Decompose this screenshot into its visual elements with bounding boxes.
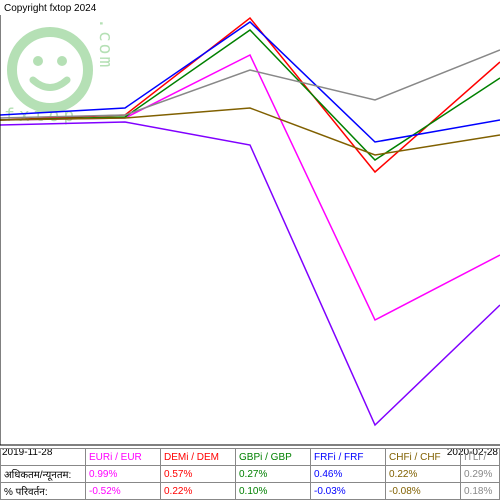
summary-table: EURi / EURDEMi / DEMGBPi / GBPFRFi / FRF… xyxy=(0,448,500,500)
series-gbp xyxy=(0,30,500,160)
row-label: % परिवर्तन: xyxy=(1,483,86,500)
col-header: GBPi / GBP xyxy=(236,449,311,466)
col-max: 0.99% xyxy=(86,466,161,483)
col-change: -0.03% xyxy=(311,483,386,500)
table-row: % परिवर्तन: -0.52%0.22%0.10%-0.03%-0.08%… xyxy=(1,483,500,500)
col-header: CHFi / CHF xyxy=(386,449,461,466)
row-label xyxy=(1,449,86,466)
col-max: 0.29% xyxy=(461,466,500,483)
col-header: FRFi / FRF xyxy=(311,449,386,466)
col-change: -0.52% xyxy=(86,483,161,500)
col-change: 0.22% xyxy=(161,483,236,500)
chart-container: Copyright fxtop 2024 fxtop .com 2019-11-… xyxy=(0,0,500,500)
col-max: 0.22% xyxy=(386,466,461,483)
series-eur xyxy=(0,55,500,320)
col-header: ITLi / xyxy=(461,449,500,466)
line-chart xyxy=(0,0,500,448)
series-chf xyxy=(0,108,500,155)
copyright-text: Copyright fxtop 2024 xyxy=(4,3,96,14)
series-frf xyxy=(0,22,500,142)
col-change: -0.08% xyxy=(386,483,461,500)
col-change: 0.18% xyxy=(461,483,500,500)
col-max: 0.27% xyxy=(236,466,311,483)
series-eur2 xyxy=(0,122,500,425)
row-label: अधिकतम/न्यूनतम: xyxy=(1,466,86,483)
col-max: 0.46% xyxy=(311,466,386,483)
col-max: 0.57% xyxy=(161,466,236,483)
series-dem xyxy=(0,18,500,172)
table-row: EURi / EURDEMi / DEMGBPi / GBPFRFi / FRF… xyxy=(1,449,500,466)
col-header: DEMi / DEM xyxy=(161,449,236,466)
col-change: 0.10% xyxy=(236,483,311,500)
table-row: अधिकतम/न्यूनतम: 0.99%0.57%0.27%0.46%0.22… xyxy=(1,466,500,483)
col-header: EURi / EUR xyxy=(86,449,161,466)
